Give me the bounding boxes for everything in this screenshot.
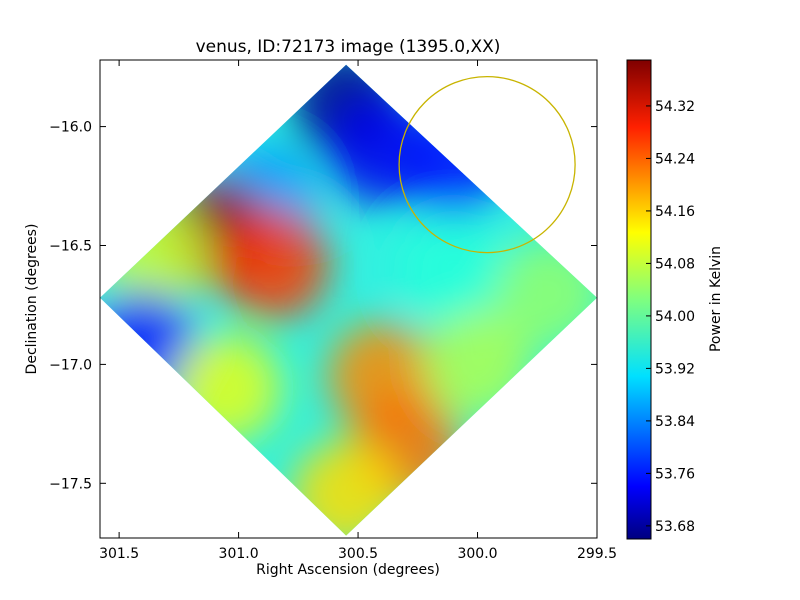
intensity-region-3 xyxy=(398,107,509,218)
colorbar-tick-label-2: 53.76 xyxy=(655,466,695,482)
intensity-region-14 xyxy=(291,440,402,536)
plot-frame xyxy=(99,59,598,539)
colorbar-tick-label-1: 53.68 xyxy=(655,519,695,535)
x-tick-label-3: 300.5 xyxy=(338,546,378,562)
x-axis-label: Right Ascension (degrees) xyxy=(256,562,440,578)
beam-circle xyxy=(398,75,576,254)
colorbar-label: Power in Kelvin xyxy=(708,246,724,352)
x-tick-label-5: 299.5 xyxy=(577,546,617,562)
x-tick-label-4: 300.0 xyxy=(457,546,497,562)
colorbar-tick-label-9: 54.32 xyxy=(655,99,695,115)
colorbar-tick-label-7: 54.16 xyxy=(655,204,695,220)
intensity-region-15 xyxy=(422,309,533,420)
y-tick-label-3: −17.0 xyxy=(49,357,92,373)
y-tick-label-1: −16.0 xyxy=(49,120,92,136)
y-axis-label: Declination (degrees) xyxy=(24,224,40,375)
colorbar-tick-label-8: 54.24 xyxy=(655,151,695,167)
colorbar-tick-label-5: 54.00 xyxy=(655,309,695,325)
colorbar-tick-label-4: 53.92 xyxy=(655,361,695,377)
colorbar-tick-label-6: 54.08 xyxy=(655,256,695,272)
chart-title: venus, ID:72173 image (1395.0,XX) xyxy=(196,37,501,57)
y-tick-label-2: −16.5 xyxy=(49,238,92,254)
colorbar-gradient xyxy=(626,59,652,540)
intensity-region-10 xyxy=(100,290,198,401)
intensity-region-11 xyxy=(171,333,282,444)
colorbar-tick-label-3: 53.84 xyxy=(655,414,695,430)
intensity-region-8 xyxy=(398,214,509,325)
x-axis-ticks: 301.5 301.0 300.5 300.0 299.5 xyxy=(99,60,617,562)
y-axis-ticks: −16.0 −16.5 −17.0 −17.5 xyxy=(49,120,597,492)
x-tick-label-1: 301.5 xyxy=(99,546,139,562)
x-tick-label-2: 301.0 xyxy=(219,546,259,562)
intensity-region-6 xyxy=(219,209,330,320)
plot-area xyxy=(100,64,597,536)
colorbar: 53.68 53.76 53.84 53.92 54.00 54.08 54.16 54.24… xyxy=(626,59,724,540)
y-tick-label-4: −17.5 xyxy=(49,476,92,492)
colorbar-ticks: 53.68 53.76 53.84 53.92 54.00 54.08 54.16 54.24… xyxy=(646,99,695,535)
